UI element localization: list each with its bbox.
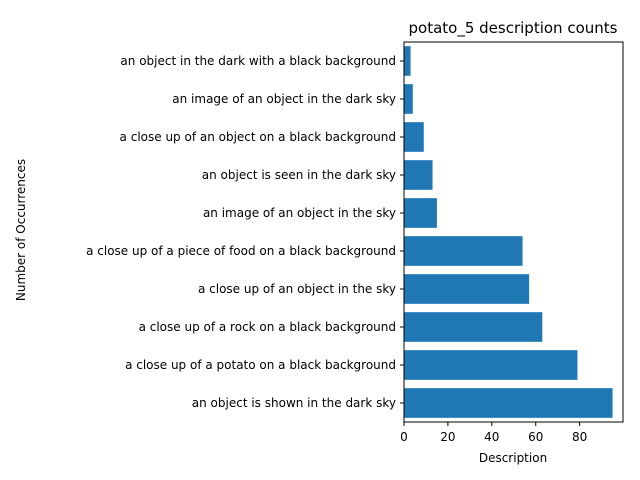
y-tick-label: an object is shown in the dark sky: [192, 396, 396, 410]
y-ticks-group: an object is shown in the dark sky a clos…: [86, 54, 404, 410]
bars-group: [404, 46, 613, 418]
chart-title: potato_5 description counts: [409, 19, 618, 38]
bar-9: [404, 46, 411, 76]
y-tick-label: a close up of an object on a black backg…: [120, 130, 396, 144]
y-tick-label: an image of an object in the dark sky: [172, 92, 396, 106]
x-tick-label: 0: [400, 430, 408, 444]
bar-3: [404, 274, 530, 304]
bar-2: [404, 312, 543, 342]
bar-8: [404, 84, 413, 114]
x-axis-label: Description: [479, 451, 547, 465]
x-ticks-group: 0 20 40 60 80: [400, 422, 587, 444]
bar-0: [404, 388, 613, 418]
plot-frame: [403, 41, 624, 423]
x-tick-label: 40: [484, 430, 499, 444]
bar-6: [404, 160, 433, 190]
y-tick-label: a close up of a piece of food on a black…: [86, 244, 396, 258]
y-axis-label: Number of Occurrences: [14, 159, 28, 301]
y-tick-label: an image of an object in the sky: [203, 206, 396, 220]
y-tick-label: an object in the dark with a black backg…: [120, 54, 396, 68]
bar-1: [404, 350, 578, 380]
x-tick-label: 20: [440, 430, 455, 444]
y-tick-label: an object is seen in the dark sky: [202, 168, 396, 182]
x-tick-label: 60: [528, 430, 543, 444]
bar-5: [404, 198, 437, 228]
bar-4: [404, 236, 523, 266]
y-tick-label: a close up of an object in the sky: [198, 282, 396, 296]
y-tick-label: a close up of a rock on a black backgrou…: [139, 320, 396, 334]
y-tick-label: a close up of a potato on a black backgr…: [125, 358, 396, 372]
x-tick-label: 80: [572, 430, 587, 444]
bar-7: [404, 122, 424, 152]
